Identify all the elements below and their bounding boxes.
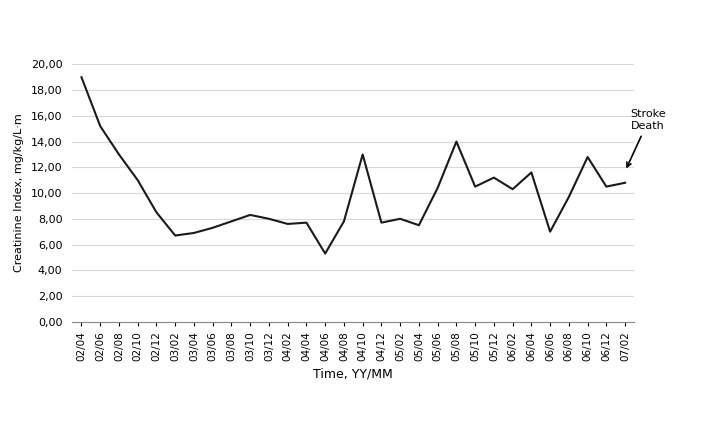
Text: RRT: RRT (337, 36, 370, 50)
Y-axis label: Creatinine Index, mg/kg/L·m: Creatinine Index, mg/kg/L·m (14, 114, 24, 272)
Text: Stroke
Death: Stroke Death (627, 109, 666, 167)
X-axis label: Time, YY/MM: Time, YY/MM (314, 368, 393, 381)
